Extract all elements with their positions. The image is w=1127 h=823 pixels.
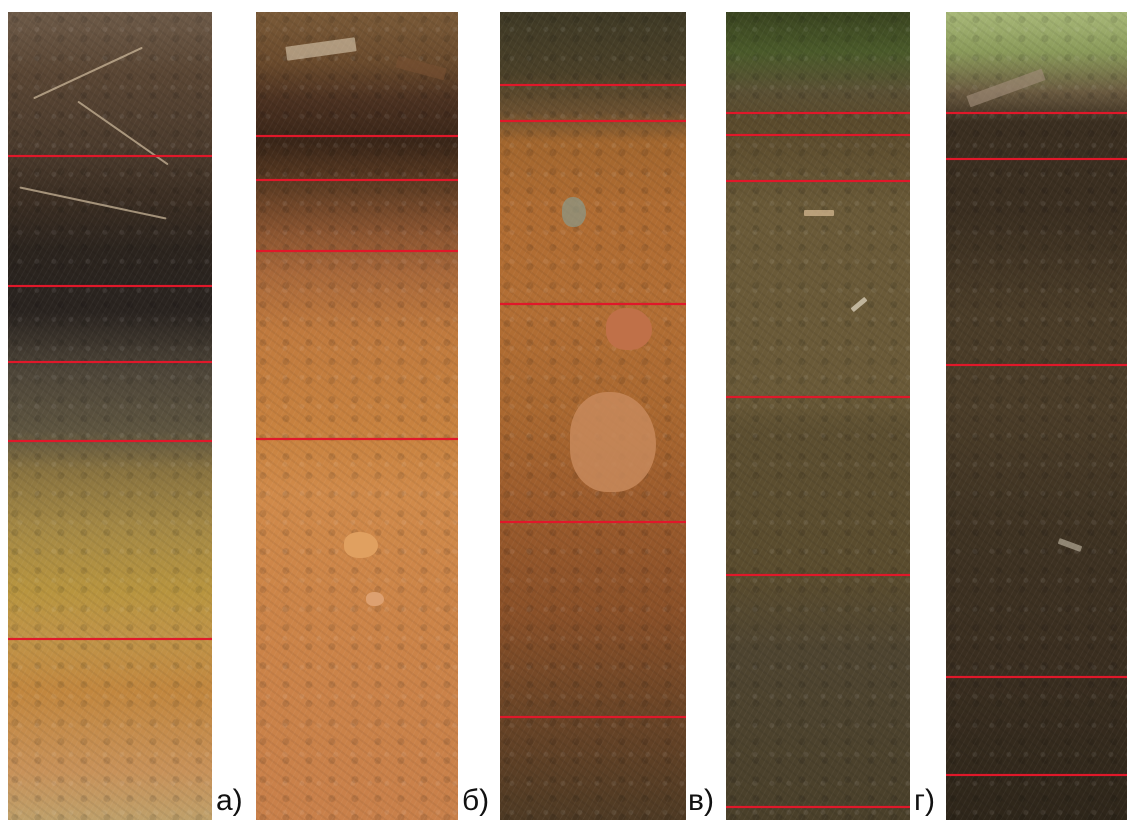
horizon-boundary — [256, 135, 458, 137]
horizon-boundary — [500, 521, 686, 523]
horizon-boundary — [8, 361, 212, 363]
horizon-boundary — [8, 285, 212, 287]
horizon-boundary — [256, 438, 458, 440]
horizon-boundary — [500, 120, 686, 122]
horizon-boundary — [8, 638, 212, 640]
horizon-boundary — [500, 716, 686, 718]
horizon-boundary — [726, 180, 910, 182]
horizon-boundary — [946, 676, 1127, 678]
soil-profile-photo-a — [8, 12, 212, 820]
stone-c-3 — [562, 197, 586, 227]
stone-b-2 — [366, 592, 384, 606]
root-d-1 — [804, 210, 834, 216]
horizon-boundary — [8, 440, 212, 442]
horizon-boundary — [946, 364, 1127, 366]
soil-texture-e — [946, 12, 1127, 820]
soil-profile-b — [256, 12, 458, 820]
horizon-boundary — [726, 134, 910, 136]
horizon-boundary — [500, 303, 686, 305]
soil-profile-photo-d — [726, 12, 910, 820]
horizon-boundary — [256, 179, 458, 181]
horizon-boundary — [256, 250, 458, 252]
stone-c-1 — [606, 308, 652, 350]
panel-label-c: в) — [688, 784, 714, 817]
soil-profile-d — [726, 12, 910, 820]
soil-texture-a — [8, 12, 212, 820]
panel-label-d: г) — [914, 784, 935, 817]
horizon-boundary — [946, 158, 1127, 160]
soil-profile-photo-e — [946, 12, 1127, 820]
horizon-boundary — [500, 84, 686, 86]
horizon-boundary — [946, 112, 1127, 114]
horizon-boundary — [946, 774, 1127, 776]
soil-profile-e — [946, 12, 1127, 820]
soil-texture-b — [256, 12, 458, 820]
horizon-boundary — [8, 155, 212, 157]
stone-b-1 — [344, 532, 378, 558]
panel-label-b: б) — [462, 784, 490, 817]
horizon-boundary — [726, 396, 910, 398]
soil-profile-photo-b — [256, 12, 458, 820]
horizon-boundary — [726, 806, 910, 808]
panel-label-a: а) — [216, 784, 243, 817]
soil-profile-c — [500, 12, 686, 820]
stone-c-2 — [570, 392, 656, 492]
horizon-boundary — [726, 112, 910, 114]
horizon-boundary — [726, 574, 910, 576]
soil-texture-d — [726, 12, 910, 820]
soil-profile-a — [8, 12, 212, 820]
